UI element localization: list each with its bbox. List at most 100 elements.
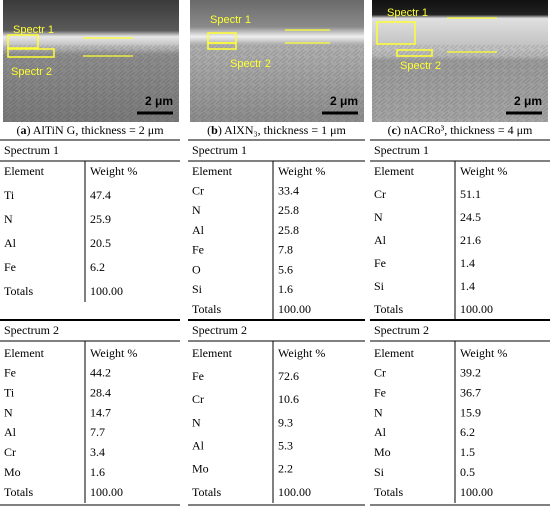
header-cell: Element: [374, 346, 415, 360]
weight-cell: 25.8: [278, 223, 299, 237]
weight-cell: 14.7: [90, 405, 111, 419]
totals-label: Totals: [4, 485, 33, 499]
element-cell: Fe: [374, 256, 386, 270]
table-title: Spectrum 1: [374, 143, 429, 157]
weight-cell: 1.6: [90, 465, 105, 479]
element-cell: Ti: [4, 188, 15, 202]
scale-label: 2 μm: [514, 94, 542, 108]
weight-cell: 3.4: [90, 445, 105, 459]
totals-value: 100.00: [278, 485, 311, 499]
element-cell: Al: [4, 236, 17, 250]
header-cell: Weight %: [90, 164, 137, 178]
totals-value: 100.00: [460, 302, 493, 316]
spectrum-label: Spectr 1: [387, 7, 428, 19]
element-cell: Al: [192, 438, 205, 452]
caption: (c) nACRo³, thickness = 4 μm: [388, 123, 533, 137]
table: Spectrum 1 Element Weight % Ti 47.4 N 25.9 Al 20…: [0, 139, 180, 302]
element-cell: N: [374, 405, 383, 419]
element-cell: Fe: [374, 385, 386, 399]
weight-cell: 1.4: [460, 279, 475, 293]
totals-value: 100.00: [90, 485, 123, 499]
element-cell: Si: [374, 465, 385, 479]
spectrum-box: [207, 42, 237, 50]
weight-cell: 2.2: [278, 462, 293, 476]
spectrum-label: Spectr 2: [11, 66, 52, 78]
element-cell: Al: [374, 233, 387, 247]
element-cell: Fe: [4, 366, 16, 380]
caption: (a) AlTiN G, thickness = 2 μm: [16, 123, 164, 137]
weight-cell: 36.7: [460, 385, 481, 399]
caption-part: ) AlTiN G, thickness = 2 μm: [26, 123, 164, 137]
sem-texture: [3, 45, 179, 122]
weight-cell: 20.5: [90, 236, 111, 250]
element-cell: Mo: [4, 465, 21, 479]
weight-cell: 51.1: [460, 187, 481, 201]
table-title: Spectrum 2: [4, 323, 59, 337]
table: Spectrum 1 Element Weight % Cr 33.4 N 25.8 Al 25…: [188, 139, 365, 320]
element-cell: Al: [4, 425, 17, 439]
caption-part: b: [211, 123, 218, 137]
element-cell: Fe: [192, 243, 204, 257]
weight-cell: 1.5: [460, 445, 475, 459]
weight-cell: 44.2: [90, 366, 111, 380]
spectrum-label: Spectr 1: [210, 14, 251, 26]
header-cell: Weight %: [278, 164, 325, 178]
panel: Spectr 1 Spectr 2 2 μm (a) AlTiN G, thickne…: [0, 0, 180, 506]
table-title: Spectrum 2: [192, 323, 247, 337]
caption-part: (: [207, 123, 211, 137]
table: Spectrum 2 Element Weight % Cr 39.2 Fe 36.7 N 15…: [370, 319, 550, 506]
header-cell: Element: [4, 164, 45, 178]
element-cell: O: [192, 262, 201, 276]
weight-cell: 10.6: [278, 392, 299, 406]
weight-cell: 28.4: [90, 385, 111, 399]
spectrum-label: Spectr 2: [230, 58, 271, 70]
panel: Spectr 1 Spectr 2 2 μm (b) AlXN₃, thickness…: [188, 0, 365, 506]
element-cell: Fe: [4, 260, 16, 274]
weight-cell: 5.3: [278, 438, 293, 452]
weight-cell: 7.7: [90, 425, 105, 439]
weight-cell: 1.4: [460, 256, 475, 270]
caption-part: (: [388, 123, 392, 137]
spectrum-box: [7, 34, 39, 49]
element-cell: Al: [374, 425, 387, 439]
caption: (b) AlXN₃, thickness = 1 μm: [207, 123, 346, 137]
weight-cell: 33.4: [278, 183, 299, 197]
header-cell: Weight %: [460, 346, 507, 360]
weight-cell: 6.2: [90, 260, 105, 274]
table: Spectrum 2 Element Weight % Fe 72.6 Cr 10.6 N 9.…: [188, 319, 365, 506]
element-cell: Al: [192, 223, 205, 237]
weight-cell: 15.9: [460, 405, 481, 419]
panel: Spectr 1 Spectr 2 2 μm (c) nACRo³, thicknes…: [370, 0, 550, 506]
spectrum-box: [376, 21, 416, 45]
weight-cell: 0.5: [460, 465, 475, 479]
totals-value: 100.00: [460, 485, 493, 499]
scale-label: 2 μm: [330, 94, 358, 108]
header-cell: Element: [374, 164, 415, 178]
totals-label: Totals: [374, 485, 403, 499]
spectrum-label: Spectr 2: [400, 60, 441, 72]
weight-cell: 72.6: [278, 369, 299, 383]
element-cell: Si: [192, 282, 203, 296]
table: Spectrum 1 Element Weight % Cr 51.1 N 24.5 Al 21…: [370, 139, 550, 320]
element-cell: N: [374, 210, 383, 224]
element-cell: Mo: [192, 462, 209, 476]
table-title: Spectrum 1: [4, 143, 59, 157]
element-cell: Ti: [4, 385, 15, 399]
element-cell: Cr: [374, 366, 386, 380]
element-cell: Cr: [4, 445, 16, 459]
weight-cell: 25.9: [90, 212, 111, 226]
totals-value: 100.00: [90, 284, 123, 298]
element-cell: N: [192, 415, 201, 429]
header-cell: Element: [192, 164, 233, 178]
totals-label: Totals: [4, 284, 33, 298]
weight-cell: 25.8: [278, 203, 299, 217]
header-cell: Element: [4, 346, 45, 360]
weight-cell: 24.5: [460, 210, 481, 224]
spectrum-label: Spectr 1: [13, 24, 54, 36]
totals-label: Totals: [374, 302, 403, 316]
header-cell: Weight %: [278, 346, 325, 360]
element-cell: Cr: [192, 183, 204, 197]
header-cell: Weight %: [460, 164, 507, 178]
caption-part: a: [20, 123, 26, 137]
